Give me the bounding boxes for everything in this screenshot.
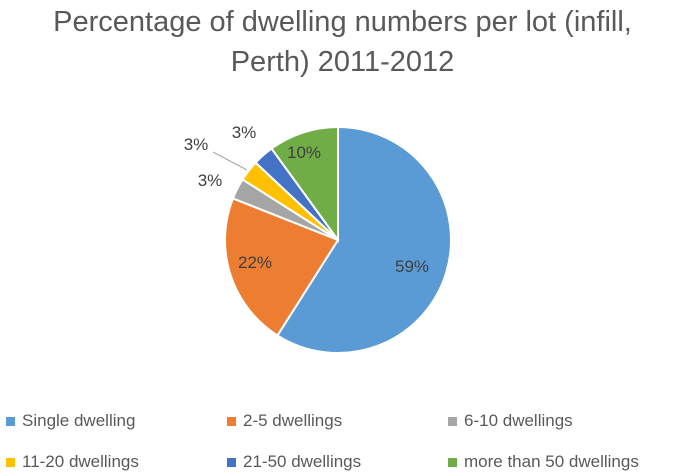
- data-label-2: 22%: [238, 253, 272, 272]
- data-label-6: 10%: [287, 143, 321, 162]
- data-labels: 59% 22% 3% 3% 3% 10%: [184, 123, 429, 276]
- data-label-4: 3%: [184, 135, 209, 154]
- chart-title-line-2: Perth) 2011-2012: [230, 46, 455, 78]
- pie-slice-6: [270, 125, 339, 244]
- data-label-1: 59%: [395, 257, 429, 276]
- data-label-5: 3%: [232, 123, 257, 142]
- data-label-3: 3%: [198, 171, 223, 190]
- pie-slice-2: [224, 197, 340, 337]
- leader-lines: [212, 151, 248, 171]
- chart-title: Percentage of dwelling numbers per lot (…: [0, 2, 685, 82]
- leader-line-4: [212, 151, 248, 171]
- chart-title-line-1: Percentage of dwelling numbers per lot (…: [53, 6, 632, 38]
- pie-slice-1: [276, 125, 452, 354]
- pie-slices: [224, 125, 452, 354]
